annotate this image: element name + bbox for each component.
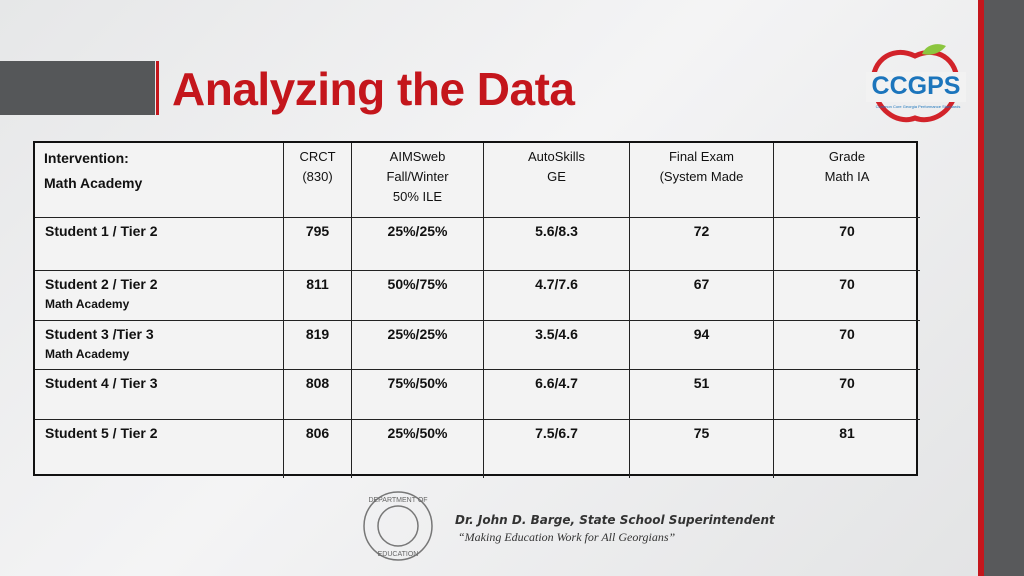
header-cell: AutoSkills GE: [484, 143, 630, 218]
header-line: Intervention:: [44, 150, 129, 166]
logo-text: CCGPS: [872, 72, 961, 100]
header-cell: Final Exam (System Made: [630, 143, 774, 218]
row-label: Student 4 / Tier 3: [35, 370, 284, 420]
table-cell: 4.7/7.6: [484, 271, 630, 321]
right-bar: [984, 0, 1024, 576]
header-cell: Grade Math IA: [774, 143, 920, 218]
slide-title: Analyzing the Data: [172, 63, 575, 115]
header-line: Fall/Winter: [386, 169, 449, 184]
table-cell: 5.6/8.3: [484, 218, 630, 271]
logo-band: [866, 72, 966, 102]
header-cell: Intervention: Math Academy: [35, 143, 284, 218]
student-label: Student 4 / Tier 3: [45, 375, 158, 391]
student-note: Math Academy: [45, 297, 130, 311]
table-cell: 811: [284, 271, 352, 321]
title-bar: [0, 61, 155, 115]
student-note: Math Academy: [45, 347, 130, 361]
header-line: 50% ILE: [392, 189, 443, 204]
header-line: AIMSweb: [389, 149, 446, 164]
table-cell: 6.6/4.7: [484, 370, 630, 420]
table-cell: 50%/75%: [352, 271, 484, 321]
header-line: GE: [547, 169, 566, 184]
table-cell: 819: [284, 321, 352, 370]
seal-top: DEPARTMENT OF: [368, 497, 427, 504]
table-cell: 75: [630, 420, 774, 478]
table-cell: 94: [630, 321, 774, 370]
table-cell: 81: [839, 425, 855, 441]
header-line: AutoSkills: [527, 149, 586, 164]
header-line: CRCT: [299, 149, 336, 164]
header-line: Grade: [828, 149, 866, 164]
header-cell: CRCT (830): [284, 143, 352, 218]
table-cell: 808: [284, 370, 352, 420]
logo-apple: [870, 49, 960, 123]
header-line: (830): [302, 169, 333, 184]
data-table: Intervention: Math Academy CRCT (830) AIMSwe…: [33, 141, 920, 478]
seal-inner: [377, 505, 419, 547]
footer-motto: “Making Education Work for All Georgians…: [458, 530, 676, 544]
logo-caption: Common Core Georgia Performance Standard…: [876, 104, 961, 109]
logo: CCGPS Common Core Georgia Performance St…: [866, 44, 966, 123]
row-label: Student 2 / Tier 2 Math Academy: [35, 271, 284, 321]
table-cell: 795: [284, 218, 352, 271]
row-label: Student 3 /Tier 3 Math Academy: [35, 321, 284, 370]
header-line: Final Exam: [668, 149, 735, 164]
table-cell: 25%/50%: [352, 420, 484, 478]
table-cell: 70: [774, 370, 920, 420]
table-cell: 3.5/4.6: [484, 321, 630, 370]
student-label: Student 3 /Tier 3: [45, 326, 154, 342]
table-cell: 67: [630, 271, 774, 321]
seal-bottom: EDUCATION: [378, 551, 419, 558]
table-cell: 25%/25%: [352, 321, 484, 370]
row-label: Student 5 / Tier 2: [35, 420, 284, 478]
seal: DEPARTMENT OF EDUCATION: [363, 491, 433, 561]
logo-leaf: [922, 44, 946, 55]
table-cell: 25%/25%: [352, 218, 484, 271]
header-cell: AIMSweb Fall/Winter 50% ILE: [352, 143, 484, 218]
table-cell: 70: [774, 271, 920, 321]
table-cell: 72: [630, 218, 774, 271]
table-cell: 51: [630, 370, 774, 420]
footer-name: Dr. John D. Barge, State School Superint…: [455, 513, 775, 527]
table-cell: 70: [774, 321, 920, 370]
student-label: Student 5 / Tier 2: [45, 425, 158, 441]
table-cell: 70: [774, 218, 920, 271]
student-label: Student 2 / Tier 2: [45, 276, 158, 292]
table-cell: 806: [284, 420, 352, 478]
header-line: Math Academy: [44, 175, 143, 191]
header-line: (System Made: [659, 169, 744, 184]
row-label: Student 1 / Tier 2: [35, 218, 284, 271]
right-stripe: [978, 0, 984, 576]
seal-ring: [363, 491, 433, 561]
title-accent: [156, 61, 159, 115]
student-label: Student 1 / Tier 2: [45, 223, 158, 239]
header-line: Math IA: [824, 169, 870, 184]
table-cell: 75%/50%: [352, 370, 484, 420]
table-cell: 7.5/6.7: [484, 420, 630, 478]
